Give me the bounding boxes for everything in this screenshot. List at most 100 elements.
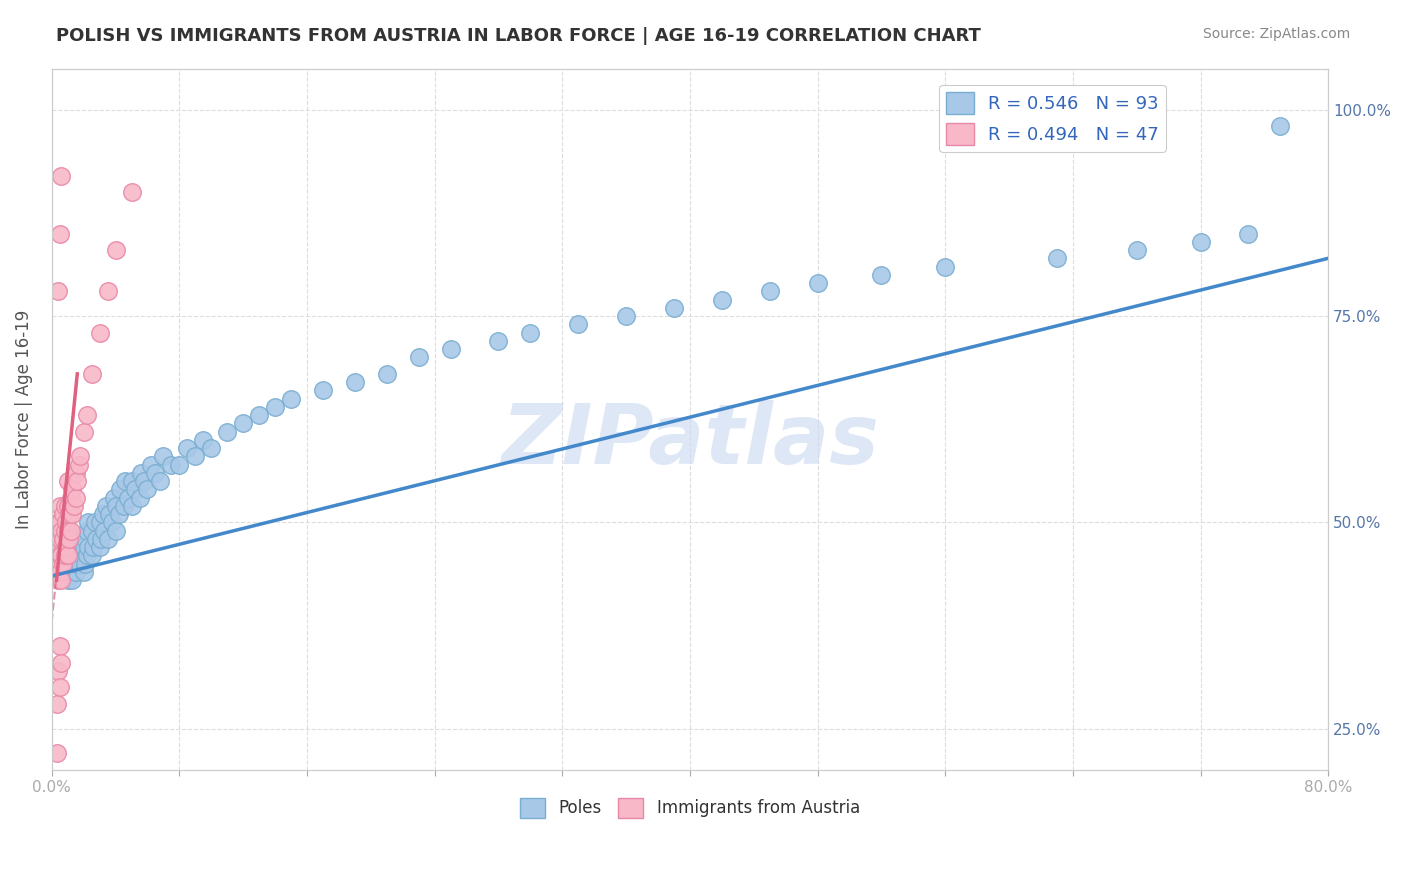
Point [62,557,84,571]
Point [65,540,87,554]
Point [69,557,91,571]
Point [66,532,89,546]
Point [48,639,70,653]
Point [65,466,87,480]
Point [160,458,183,472]
Point [59,565,82,579]
Point [97,532,120,546]
Point [48,532,70,546]
Point [110,483,132,497]
Point [176,441,198,455]
Point [247,408,270,422]
Point [169,458,191,472]
Point [45,565,67,579]
Point [48,565,70,579]
Point [67,549,90,563]
Point [66,557,89,571]
Point [56,524,79,538]
Text: ZIPatlas: ZIPatlas [501,400,879,481]
Point [46,540,69,554]
Point [46,285,69,299]
Point [114,474,136,488]
Point [59,491,82,505]
Point [1237,227,1260,241]
Point [56,549,79,563]
Point [51,656,73,670]
Point [66,474,89,488]
Text: POLISH VS IMMIGRANTS FROM AUSTRIA IN LABOR FORCE | AGE 16-19 CORRELATION CHART: POLISH VS IMMIGRANTS FROM AUSTRIA IN LAB… [56,27,981,45]
Point [73,565,96,579]
Point [58,507,80,521]
Point [758,285,780,299]
Point [73,425,96,439]
Point [1125,243,1147,257]
Point [1046,252,1069,266]
Point [104,499,127,513]
Point [45,697,67,711]
Legend: Poles, Immigrants from Austria: Poles, Immigrants from Austria [513,791,866,825]
Point [55,540,77,554]
Point [375,367,398,381]
Point [98,507,121,521]
Point [567,318,589,332]
Point [51,524,73,538]
Point [193,433,215,447]
Point [56,532,79,546]
Point [89,516,111,530]
Point [56,549,79,563]
Point [89,540,111,554]
Point [51,169,73,183]
Point [69,450,91,464]
Point [52,507,75,521]
Point [48,681,70,695]
Point [59,540,82,554]
Point [48,516,70,530]
Point [55,516,77,530]
Point [46,573,69,587]
Point [93,524,115,538]
Point [82,540,104,554]
Point [1189,235,1212,249]
Point [48,549,70,563]
Point [139,458,162,472]
Point [104,524,127,538]
Point [264,400,287,414]
Point [232,417,254,431]
Point [52,557,75,571]
Point [149,474,172,488]
Point [46,557,69,571]
Point [45,549,67,563]
Point [73,540,96,554]
Point [83,516,105,530]
Point [101,516,124,530]
Point [55,540,77,554]
Point [67,458,90,472]
Point [53,499,76,513]
Point [90,532,112,546]
Point [62,507,84,521]
Point [121,474,143,488]
Point [343,375,366,389]
Point [77,540,100,554]
Point [63,499,86,513]
Point [136,483,159,497]
Point [76,524,98,538]
Point [710,293,733,307]
Point [408,351,430,365]
Point [152,450,174,464]
Point [86,532,108,546]
Point [56,474,79,488]
Point [56,573,79,587]
Point [48,549,70,563]
Point [62,483,84,497]
Point [128,491,150,505]
Point [63,549,86,563]
Point [75,532,97,546]
Point [52,557,75,571]
Point [806,276,828,290]
Point [52,532,75,546]
Point [107,507,129,521]
Point [1270,120,1292,134]
Point [934,260,956,274]
Point [48,227,70,241]
